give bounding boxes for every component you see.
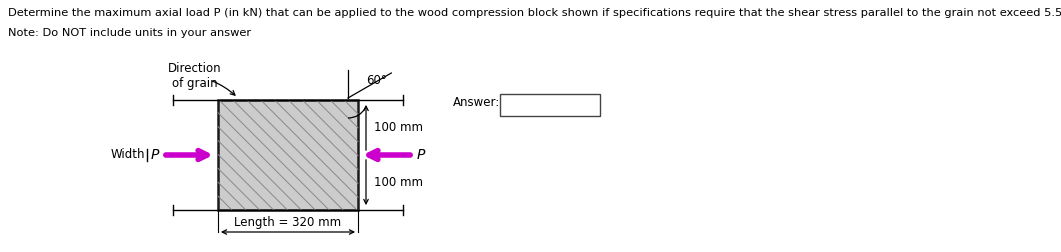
- Text: 100 mm: 100 mm: [373, 121, 423, 134]
- Text: Determine the maximum axial load P (in kN) that can be applied to the wood compr: Determine the maximum axial load P (in k…: [8, 8, 1061, 18]
- Text: Length = 320 mm: Length = 320 mm: [234, 216, 342, 229]
- Text: Answer:: Answer:: [453, 96, 500, 109]
- Text: Direction
of grain: Direction of grain: [169, 62, 222, 90]
- Text: 60°: 60°: [366, 74, 387, 86]
- Text: P: P: [417, 148, 425, 162]
- Text: P: P: [151, 148, 159, 162]
- Bar: [218, 100, 358, 210]
- Text: Note: Do NOT include units in your answer: Note: Do NOT include units in your answe…: [8, 28, 251, 38]
- Bar: [500, 94, 601, 116]
- Text: 100 mm: 100 mm: [373, 176, 423, 189]
- Text: Width: Width: [110, 148, 145, 162]
